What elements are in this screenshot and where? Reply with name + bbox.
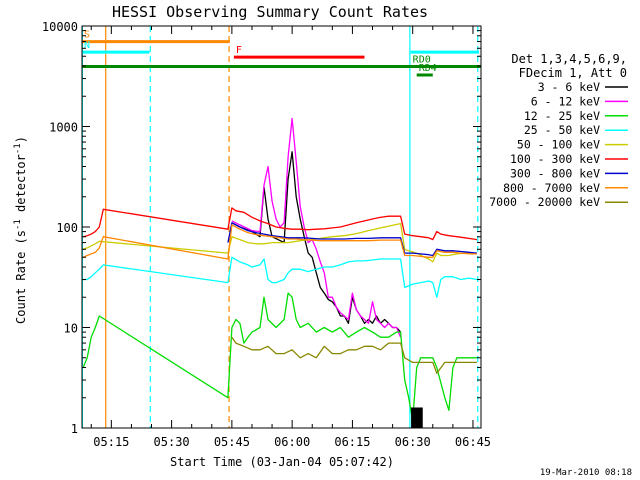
y-axis: 1 10 100 1000 10000	[42, 20, 481, 436]
legend-label: 25 - 50 keV	[524, 123, 600, 137]
legend-header-line-2: FDecim 1, Att 0	[519, 66, 627, 80]
flag-label: RD0	[413, 55, 431, 66]
x-tick-label: 06:15	[334, 435, 370, 449]
y-tick-label: 10	[64, 322, 78, 336]
y-axis-label-part-3: )	[14, 136, 28, 143]
y-tick-label: 1	[71, 422, 78, 436]
series-line	[82, 292, 477, 421]
legend-label: 3 - 6 keV	[538, 80, 600, 94]
y-tick-label: 100	[56, 221, 78, 235]
flag-label: N	[84, 40, 90, 51]
series-line	[82, 222, 477, 263]
series-line	[231, 336, 477, 374]
flag-label: F	[236, 45, 242, 56]
legend-label: 6 - 12 keV	[531, 94, 600, 108]
y-tick-label: 1000	[49, 121, 78, 135]
series-line	[227, 222, 478, 257]
series-line	[83, 256, 478, 298]
legend-label: 100 - 300 keV	[510, 152, 600, 166]
x-axis: 05:15 05:30 05:45 06:00 06:15 06:30 06:45	[90, 26, 491, 449]
legend: Det 1,3,4,5,6,9, FDecim 1, Att 0 3 - 6 k…	[489, 52, 628, 209]
y-tick-label: 10000	[42, 20, 78, 34]
series-line	[82, 224, 477, 260]
flag-label: S	[84, 30, 90, 41]
x-tick-label: 05:45	[214, 435, 250, 449]
legend-label: 50 - 100 keV	[517, 138, 600, 152]
flag-label: RD4	[419, 63, 437, 74]
y-axis-label-part-1: Count Rate (s	[14, 230, 28, 324]
legend-label: 300 - 800 keV	[510, 166, 600, 180]
y-axis-label-sup-1: -1	[13, 219, 23, 230]
legend-label: 12 - 25 keV	[524, 109, 600, 123]
footer-date: 19-Mar-2010 08:18	[540, 468, 632, 478]
x-tick-label: 05:30	[154, 435, 190, 449]
legend-label: 7000 - 20000 keV	[489, 195, 600, 209]
series-line	[231, 117, 402, 338]
saturated-block	[411, 407, 423, 428]
legend-header-line-1: Det 1,3,4,5,6,9,	[511, 52, 627, 66]
series-line	[83, 207, 478, 241]
x-tick-label: 06:30	[395, 435, 431, 449]
x-tick-label: 06:45	[455, 435, 491, 449]
y-axis-label-part-2: detector	[14, 154, 28, 219]
chart-title: HESSI Observing Summary Count Rates	[112, 3, 428, 21]
y-axis-label: Count Rate (s-1 detector-1)	[13, 136, 28, 324]
x-axis-label: Start Time (03-Jan-04 05:07:42)	[170, 455, 394, 469]
y-axis-label-sup-2: -1	[13, 143, 23, 154]
legend-label: 800 - 7000 keV	[503, 181, 600, 195]
x-tick-label: 05:15	[93, 435, 129, 449]
x-tick-label: 06:00	[274, 435, 310, 449]
